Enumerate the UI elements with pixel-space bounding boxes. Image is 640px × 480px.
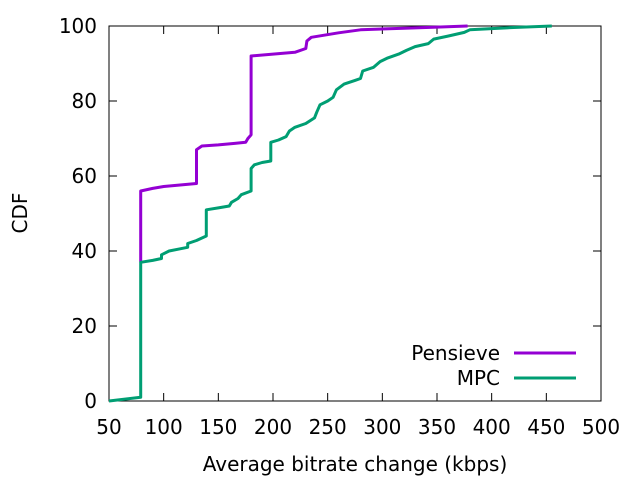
y-tick-label: 60 <box>72 164 97 188</box>
x-tick-label: 450 <box>527 415 565 439</box>
y-tick-label: 40 <box>72 239 97 263</box>
x-tick-label: 300 <box>363 415 401 439</box>
x-tick-label: 200 <box>254 415 292 439</box>
x-axis-label: Average bitrate change (kbps) <box>203 452 508 476</box>
y-tick-label: 0 <box>84 389 97 413</box>
x-tick-label: 150 <box>199 415 237 439</box>
axis-ticks: 50 100 150 200 250 300 350 400 450 500 0 20 40 60 80 10… <box>59 14 620 439</box>
y-tick-label: 80 <box>72 89 97 113</box>
x-tick-label: 500 <box>582 415 620 439</box>
x-tick-label: 250 <box>309 415 347 439</box>
series-line-pensieve <box>139 24 468 263</box>
series-line-mpc <box>108 24 552 403</box>
x-tick-label: 50 <box>96 415 121 439</box>
x-tick-label: 400 <box>473 415 511 439</box>
y-tick-label: 100 <box>59 14 97 38</box>
y-axis-label: CDF <box>8 193 32 234</box>
plot-frame <box>108 25 602 402</box>
legend-label-pensieve: Pensieve <box>411 341 500 365</box>
series-lines <box>108 24 552 403</box>
legend-label-mpc: MPC <box>457 366 500 390</box>
y-tick-label: 20 <box>72 314 97 338</box>
x-tick-label: 100 <box>145 415 183 439</box>
x-tick-label: 350 <box>418 415 456 439</box>
